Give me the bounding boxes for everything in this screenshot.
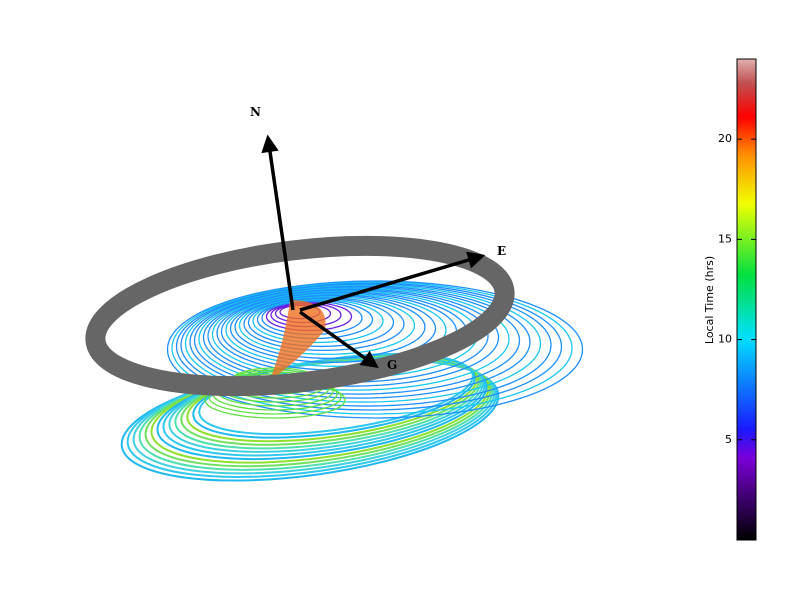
spiral-loop [189,285,531,399]
axis-label: E [497,244,506,258]
spiral-loop [193,286,521,395]
spiral-loop [247,297,395,348]
spiral-loop [184,284,542,403]
axis-label: G [387,358,397,372]
spiral-loop [180,283,552,407]
spiral-loop [229,294,437,363]
axis-arrow [298,310,379,369]
spiral-loop [243,296,405,352]
spiral-loop [175,282,563,411]
spiral-loop [198,287,510,391]
spiral-loop [171,281,573,415]
colorbar [736,58,757,541]
axis-arrow [261,134,295,311]
spiral-loop [234,294,426,359]
tick-label: 5 [725,433,732,446]
colorbar-label: Local Time (hrs) [703,256,716,344]
axis-label: N [250,105,261,119]
3d-scene [85,134,584,482]
spiral-loop [238,295,416,356]
axis-arrow [299,251,486,312]
tick-label: 20 [718,132,732,145]
spiral-loop [202,288,500,387]
spiral-loop [225,293,447,367]
spiral-loop [166,280,584,419]
spiral-loop [252,298,384,344]
tick-label: 10 [718,333,732,346]
ring [85,235,515,397]
tick-label: 15 [718,232,732,245]
